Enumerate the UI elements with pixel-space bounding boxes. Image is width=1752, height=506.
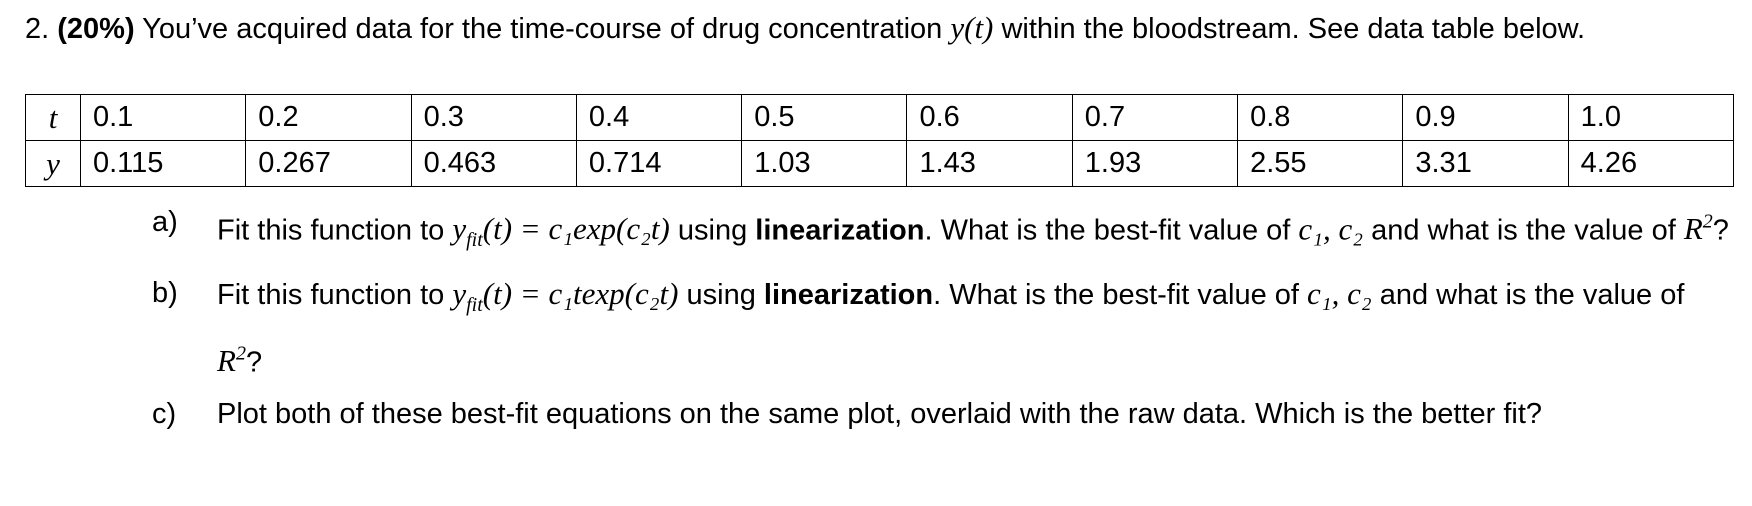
table-cell: 0.6	[906, 94, 1073, 141]
formula: yfit(t) = c₁texp(c₂t)	[452, 275, 679, 316]
table-cell: 0.463	[410, 140, 577, 187]
cell-value: 0.5	[754, 101, 795, 133]
cell-value: 4.26	[1580, 147, 1638, 179]
table-cell: 0.8	[1237, 94, 1404, 141]
intro-text: You’ve acquired data for the time-course…	[142, 13, 943, 45]
row-header: t	[48, 99, 58, 135]
math: R	[217, 343, 236, 379]
question: a) Fit this function to yfit(t) = c₁exp(c…	[152, 198, 1737, 266]
row-header: y	[46, 145, 60, 181]
question-label: b)	[152, 276, 178, 309]
math-superscript: 2	[1702, 211, 1713, 233]
table-cell: y	[25, 140, 81, 187]
text: . What is the best-fit value of	[924, 214, 1291, 247]
table-row: t 0.1 0.2 0.3 0.4 0.5 0.6 0.7 0.8 0.9 1.0	[25, 94, 1735, 141]
table-cell: 0.5	[741, 94, 908, 141]
math: y	[452, 275, 467, 311]
points: (20%)	[57, 13, 135, 45]
questions: a) Fit this function to yfit(t) = c₁exp(c…	[152, 198, 1737, 442]
formula: R2	[1684, 211, 1713, 246]
text: and what is the value of	[1379, 278, 1685, 311]
cell-value: 0.463	[423, 147, 497, 179]
table-cell: 1.0	[1567, 94, 1735, 141]
cell-value: 0.4	[588, 101, 630, 133]
cell-value: 1.43	[919, 147, 976, 179]
cell-value: 1.03	[754, 147, 811, 179]
table-cell: 1.03	[741, 140, 908, 187]
text: and what is the value of	[1371, 214, 1676, 247]
cell-value: 0.115	[93, 147, 164, 179]
cell-value: 1.93	[1084, 147, 1142, 179]
question-text: Fit this function to yfit(t) = c₁exp(c₂t…	[217, 198, 1737, 266]
text: Fit this function to	[217, 214, 445, 247]
math: c₁, c₂	[1307, 275, 1372, 311]
table-cell: 0.267	[245, 140, 412, 187]
math: R	[1683, 211, 1703, 247]
cell-value: 0.6	[919, 101, 960, 133]
math: c₁, c₂	[1298, 211, 1363, 247]
math-superscript: 2	[235, 342, 246, 365]
table-cell: 1.43	[906, 140, 1073, 187]
table-cell: 0.1	[79, 94, 247, 141]
text: using	[686, 278, 756, 311]
cell-value: 0.1	[93, 101, 134, 133]
cell-value: 0.3	[423, 101, 464, 133]
table-cell: 0.714	[575, 140, 743, 187]
table-cell: 0.7	[1071, 94, 1239, 141]
table-cell: 0.2	[245, 94, 412, 141]
cell-value: 2.55	[1250, 147, 1307, 179]
question: b) Fit this function to yfit(t) = c₁texp(…	[152, 269, 1737, 388]
cell-value: 1.0	[1580, 101, 1621, 133]
table-cell: 3.31	[1402, 140, 1569, 187]
formula: R2	[217, 343, 246, 378]
question-text: Fit this function to yfit(t) = c₁texp(c₂…	[217, 269, 1737, 388]
math-subscript: fit	[466, 229, 483, 252]
text: using	[677, 214, 748, 247]
table-row: y 0.115 0.267 0.463 0.714 1.03 1.43 1.93 2.55 3.3…	[25, 140, 1735, 187]
table-cell: 0.4	[575, 94, 743, 141]
math: y	[452, 211, 467, 247]
table-cell: 0.3	[410, 94, 577, 141]
cell-value: 0.267	[258, 147, 331, 179]
table-cell: 1.93	[1071, 140, 1239, 187]
text: ?	[245, 346, 263, 379]
intro-text: within the bloodstream. See data table b…	[1001, 13, 1586, 45]
text: Fit this function to	[217, 278, 445, 311]
text: ?	[1712, 214, 1729, 247]
data-table: t 0.1 0.2 0.3 0.4 0.5 0.6 0.7 0.8 0.9 1.0 y 0.115 0.2…	[25, 94, 1735, 187]
bold-text: linearization	[755, 214, 925, 247]
cell-value: 0.9	[1415, 101, 1456, 133]
question-label: a)	[152, 206, 178, 238]
table-cell: 0.9	[1402, 94, 1569, 141]
cell-value: 0.7	[1084, 101, 1126, 133]
cell-value: 0.8	[1250, 101, 1291, 133]
formula: yfit(t) = c₁exp(c₂t)	[452, 211, 670, 251]
problem-header: 2. (20%) You’ve acquired data for the ti…	[25, 4, 1725, 53]
table-cell: 2.55	[1237, 140, 1404, 187]
cell-value: 3.31	[1415, 147, 1472, 179]
table-cell: 4.26	[1567, 140, 1735, 187]
cell-value: 0.2	[258, 101, 299, 133]
math: (t) = c₁exp(c₂t)	[482, 211, 670, 247]
table-cell: 0.115	[79, 140, 247, 187]
math: (t) = c₁texp(c₂t)	[482, 275, 679, 311]
math-subscript: fit	[466, 293, 483, 316]
bold-text: linearization	[763, 278, 934, 311]
text: . What is the best-fit value of	[933, 278, 1299, 311]
question-text: Plot both of these best-fit equations on…	[217, 390, 1737, 439]
question-label: c)	[152, 398, 177, 431]
table-cell: t	[25, 94, 81, 141]
problem-number: 2.	[25, 13, 50, 45]
text: Plot both of these best-fit equations on…	[217, 398, 1543, 431]
cell-value: 0.714	[588, 147, 662, 179]
question: c) Plot both of these best-fit equations …	[152, 390, 1737, 439]
math: y(t)	[950, 10, 994, 45]
